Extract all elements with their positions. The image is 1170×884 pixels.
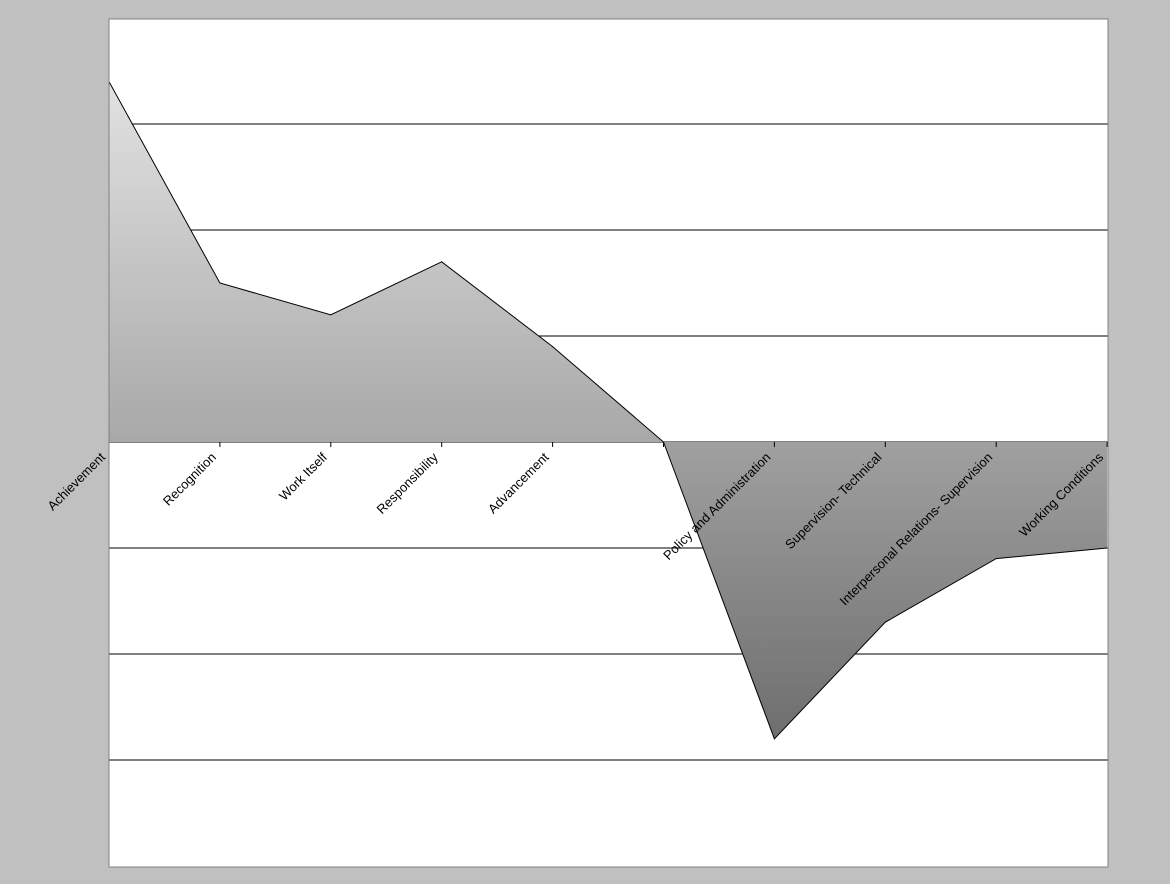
- plot-border: [108, 18, 1109, 868]
- data-point: [219, 282, 221, 284]
- data-point: [552, 346, 554, 348]
- data-point: [773, 738, 775, 740]
- negative-area: [109, 442, 1108, 739]
- data-point: [330, 314, 332, 316]
- data-point: [995, 558, 997, 560]
- data-point: [1106, 547, 1108, 549]
- x-tick-label: Achievement: [44, 449, 108, 513]
- data-point: [884, 621, 886, 623]
- positive-area: [109, 81, 1108, 442]
- series-outline: [108, 81, 1108, 740]
- data-point: [441, 261, 443, 263]
